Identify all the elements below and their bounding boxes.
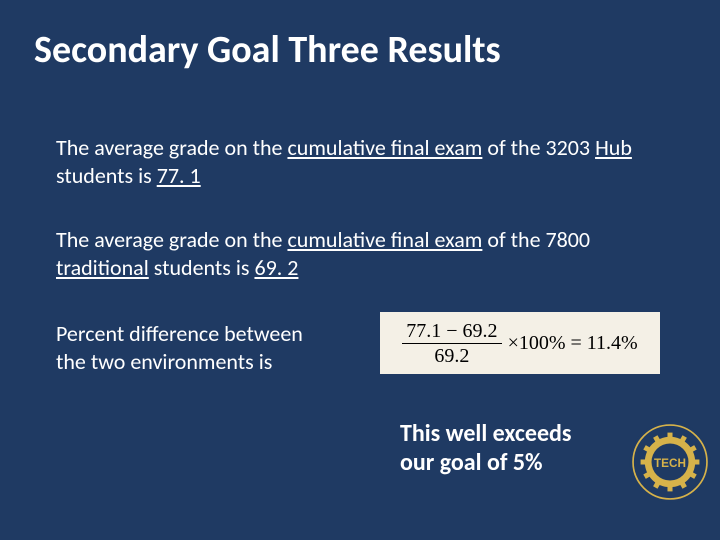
goal-line1: This well exceeds (400, 419, 572, 448)
p1-u3: 77. 1 (157, 162, 201, 189)
p1-mid: of the 3203 (482, 134, 595, 161)
college-logo-icon: TECH (628, 420, 712, 504)
p1-u2: Hub (595, 134, 632, 161)
slide-title: Secondary Goal Three Results (34, 30, 674, 72)
slide: Secondary Goal Three Results The average… (0, 0, 720, 540)
paragraph-hub: The average grade on the cumulative fina… (56, 134, 636, 189)
formula-content: 77.1 − 69.2 69.2 ×100% = 11.4% (402, 320, 637, 367)
formula-denominator: 69.2 (430, 344, 473, 367)
p3-line2: the two environments is (56, 348, 272, 375)
p2-mid: of the 7800 (482, 226, 590, 253)
logo-text: TECH (654, 457, 686, 470)
paragraph-traditional: The average grade on the cumulative fina… (56, 226, 636, 281)
paragraph-percent-diff: Percent difference between the two envir… (56, 320, 356, 375)
p2-pre: The average grade on the (56, 226, 287, 253)
formula-tail: ×100% = 11.4% (508, 332, 638, 355)
p1-post1: students is (56, 162, 157, 189)
goal-line2: our goal of 5% (400, 448, 543, 477)
p3-line1: Percent difference between (56, 320, 303, 347)
formula-fraction: 77.1 − 69.2 69.2 (402, 320, 501, 367)
goal-statement: This well exceeds our goal of 5% (400, 420, 630, 478)
p2-post1: students is (149, 254, 255, 281)
p2-u3: 69. 2 (254, 254, 298, 281)
p2-u1: cumulative final exam (287, 226, 482, 253)
p1-pre: The average grade on the (56, 134, 287, 161)
formula-box: 77.1 − 69.2 69.2 ×100% = 11.4% (380, 312, 660, 374)
p1-u1: cumulative final exam (287, 134, 482, 161)
formula-numerator: 77.1 − 69.2 (402, 320, 501, 344)
p2-u2: traditional (56, 254, 149, 281)
